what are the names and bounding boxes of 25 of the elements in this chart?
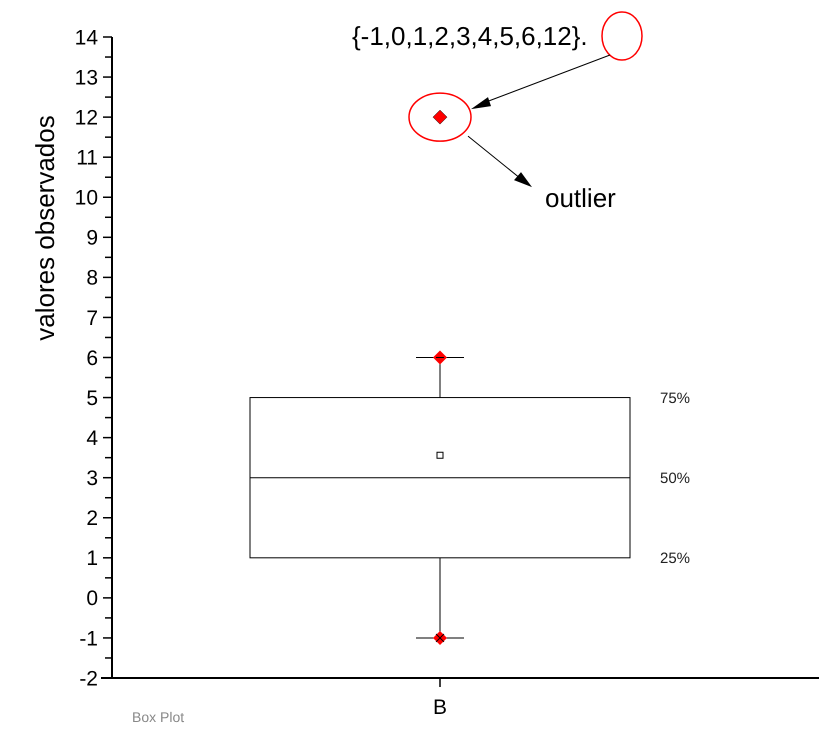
- y-tick-label: 12: [74, 106, 98, 130]
- y-tick-label: -2: [79, 667, 98, 690]
- x-tick-label: B: [432, 696, 448, 719]
- annotation: 50%: [660, 470, 690, 487]
- y-tick-label: 0: [86, 587, 98, 610]
- annotation: outlier: [545, 183, 616, 214]
- chart-title: {-1,0,1,2,3,4,5,6,12}.: [352, 21, 588, 51]
- y-tick-label: 11: [76, 146, 98, 170]
- y-tick-label: 14: [74, 26, 98, 50]
- y-tick-label: 4: [86, 426, 98, 450]
- y-tick-label: 13: [74, 66, 98, 90]
- annotation: 75%: [660, 390, 690, 407]
- y-tick-label: 7: [86, 306, 98, 330]
- text: Box Plot: [132, 709, 184, 725]
- y-tick-label: -1: [79, 627, 98, 650]
- y-tick-label: 10: [74, 186, 98, 210]
- annotation: 25%: [660, 550, 690, 568]
- y-tick-label: 2: [86, 507, 98, 530]
- y-tick-label: 5: [86, 386, 98, 410]
- y-tick-label: 3: [86, 467, 98, 490]
- y-tick-label: 1: [86, 547, 98, 570]
- y-tick-label: 8: [86, 266, 98, 290]
- y-axis-title: valores observados: [30, 115, 60, 341]
- y-tick-label: 9: [86, 226, 98, 250]
- y-tick-label: 6: [86, 346, 98, 370]
